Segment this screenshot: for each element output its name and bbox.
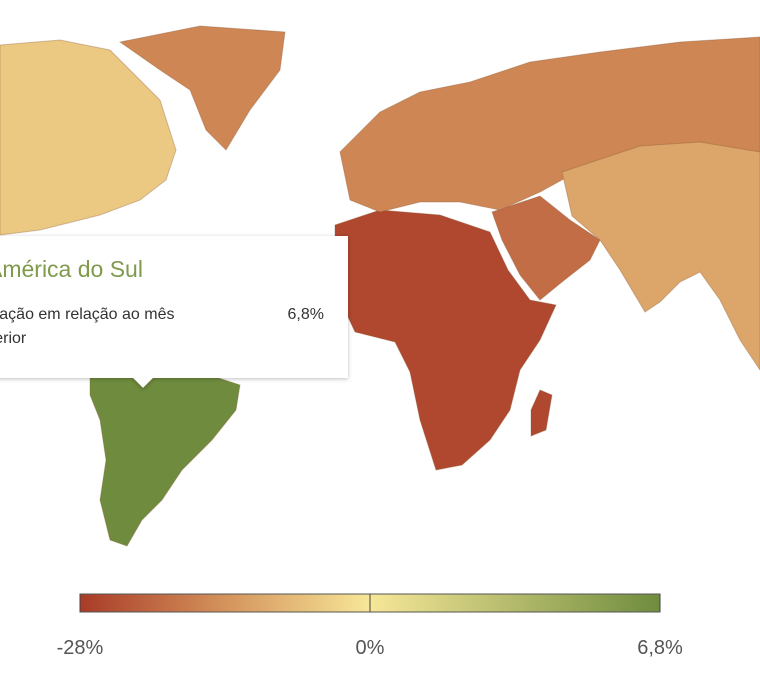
tooltip: América do Sul Variação em relação ao mê… [0,236,348,388]
region [0,39,177,236]
region [118,25,286,151]
tooltip-value: 6,8% [287,306,324,323]
tooltip-title: América do Sul [0,256,143,282]
region [334,209,557,471]
tick-label: -28% [57,637,104,659]
tick-label: 0% [356,637,385,659]
region [561,141,760,371]
tick-label: 6,8% [637,637,683,659]
region [89,359,241,547]
tooltip-label: Variação em relação ao mês anterior [0,306,175,347]
region [491,195,601,301]
